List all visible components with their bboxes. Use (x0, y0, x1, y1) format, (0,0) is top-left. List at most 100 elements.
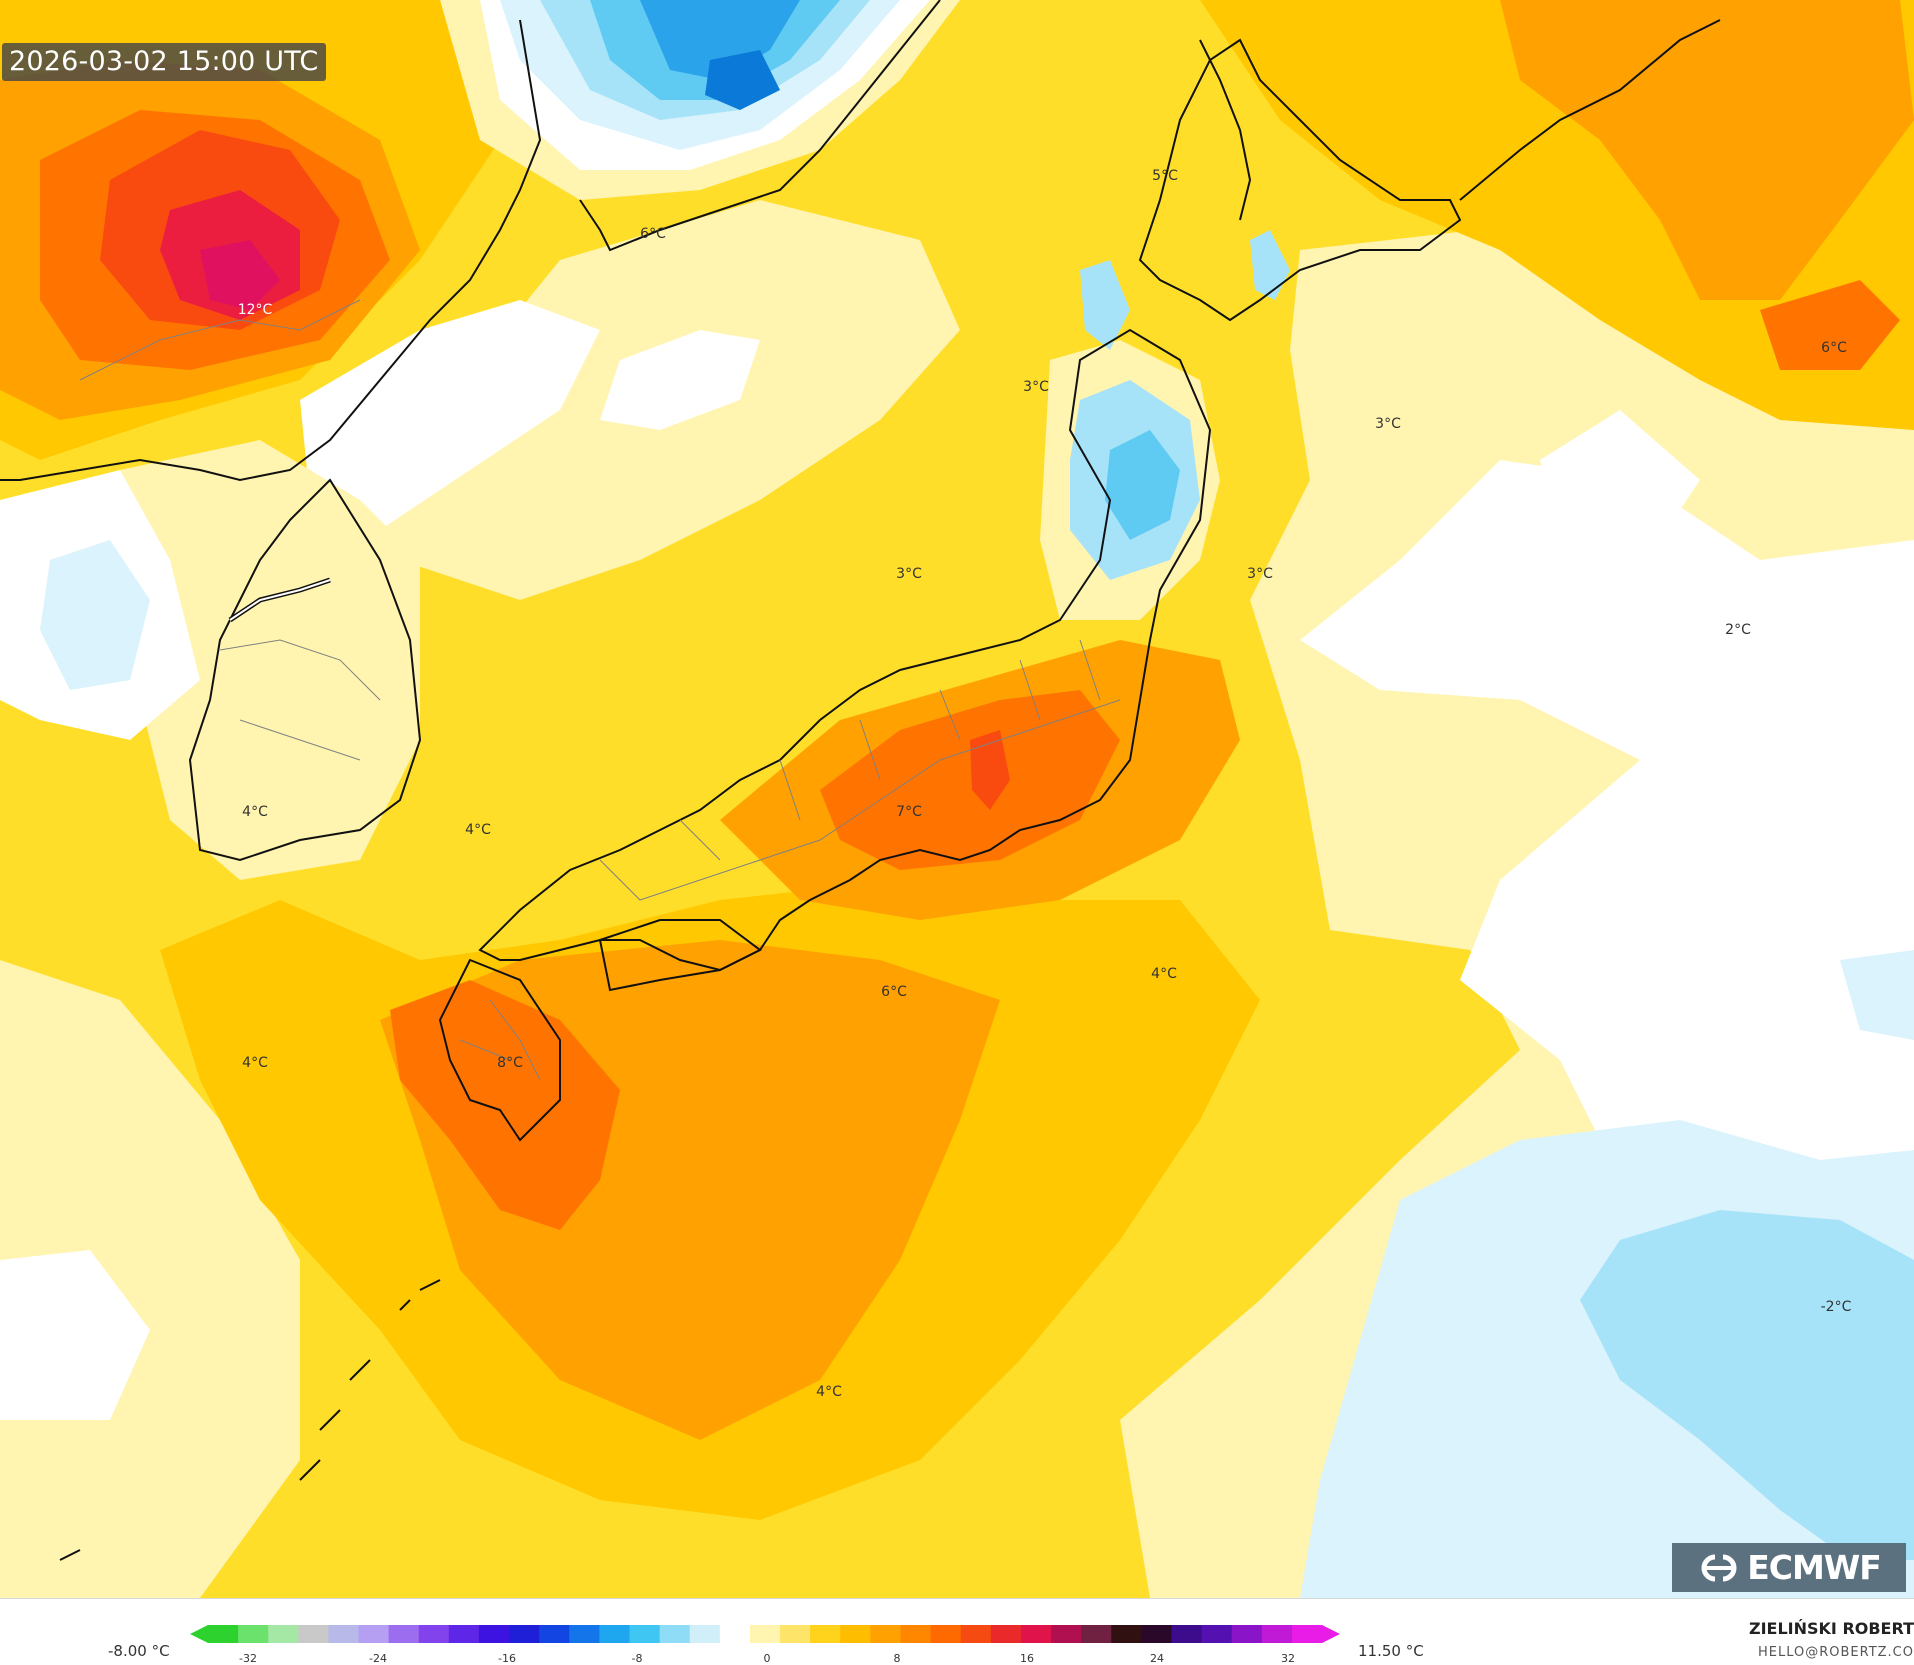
pale-blue-yellow-sea (40, 540, 150, 690)
coastline-kyushu (438, 958, 561, 1142)
colorbar-segment (358, 1625, 390, 1643)
temperature-label: 3°C (896, 566, 922, 582)
coastlines (0, 0, 1721, 1561)
legend-tick: -32 (239, 1652, 257, 1665)
temperature-label: 6°C (881, 984, 907, 1000)
cool-region-southwest (0, 960, 300, 1598)
legend-tick: 32 (1281, 1652, 1295, 1665)
light-blue-region-southeast (1580, 1210, 1914, 1560)
temperature-label: 6°C (640, 226, 666, 242)
coastline-ryukyu (59, 1279, 441, 1561)
colorbar-segment (930, 1625, 962, 1643)
colorbar (190, 1625, 1340, 1643)
colorbar-segment (840, 1625, 871, 1643)
colorbar-segment (1231, 1625, 1263, 1643)
cool-region-northeast-white (1540, 410, 1700, 540)
legend-tick: 24 (1150, 1652, 1164, 1665)
legend-tick: 8 (893, 1652, 901, 1665)
legend-tick: -8 (631, 1652, 643, 1665)
ecmwf-logo: ECMWF (1672, 1543, 1906, 1592)
temperature-label: 12°C (237, 302, 273, 318)
cool-region-korea (110, 440, 420, 880)
light-blue-region-hokkaido (1250, 230, 1290, 300)
colorbar-segment (990, 1625, 1022, 1643)
colorbar-segment (448, 1625, 480, 1643)
temperature-map[interactable]: 2026-03-02 15:00 UTC 12°C 6°C 5°C 6°C 3°… (0, 0, 1914, 1598)
coastline-russia (579, 0, 941, 252)
colorbar-segment (509, 1625, 540, 1643)
temperature-label: 4°C (1151, 966, 1177, 982)
red-orange-region-northeast (1760, 280, 1900, 370)
light-blue-region-aomori (1080, 260, 1130, 350)
legend-tick: 0 (763, 1652, 771, 1665)
white-region-sea-of-japan (300, 300, 600, 530)
colorbar-segment (418, 1625, 450, 1643)
colorbar-segment (478, 1625, 510, 1643)
colorbar-segment (810, 1625, 841, 1643)
author-credit: ZIELIŃSKI ROBERT (1748, 1619, 1914, 1638)
pale-blue-patch-southeast (1840, 950, 1914, 1040)
colorbar-segment (328, 1625, 360, 1643)
hot-core-northwest (200, 240, 280, 310)
colorbar-segment (1291, 1625, 1323, 1643)
colorbar-segment (1141, 1625, 1172, 1643)
colorbar-segment (1171, 1625, 1203, 1643)
deep-blue-region-north (705, 50, 780, 110)
colorbar-segment (900, 1625, 932, 1643)
white-region-southwest (0, 1250, 150, 1420)
colorbar-segment (749, 1625, 781, 1643)
colorbar-max-arrow (1322, 1625, 1340, 1643)
temperature-label: 4°C (816, 1384, 842, 1400)
temperature-label: 4°C (465, 822, 491, 838)
map-canvas (0, 0, 1914, 1598)
coastline-shikoku (598, 919, 762, 992)
dmz-line-inner (229, 579, 331, 621)
colorbar-segment (599, 1625, 631, 1643)
colorbar-segment (870, 1625, 901, 1643)
colorbar-segment (1020, 1625, 1052, 1643)
colorbar-segment (689, 1625, 721, 1643)
forecast-timestamp: 2026-03-02 15:00 UTC (2, 43, 327, 81)
ecmwf-logo-icon (1701, 1554, 1737, 1581)
colorbar-segment (1201, 1625, 1233, 1643)
colorbar-segment (1261, 1625, 1293, 1643)
temperature-label: 6°C (1821, 340, 1847, 356)
legend-tick: -24 (369, 1652, 387, 1665)
colorbar-segment (1111, 1625, 1142, 1643)
temperature-label: 2°C (1725, 622, 1751, 638)
coastline-kurils (1459, 19, 1721, 201)
colorbar-segment (659, 1625, 691, 1643)
temperature-label: 5°C (1152, 168, 1178, 184)
dark-orange-region-northeast (1500, 0, 1914, 300)
colorbar-segment (629, 1625, 661, 1643)
admin-borders (79, 299, 1121, 1081)
colorbar-segment (238, 1625, 269, 1643)
colorbar-segment (298, 1625, 329, 1643)
colorbar-segment (719, 1625, 751, 1643)
white-region-sea-of-japan-2 (600, 330, 760, 430)
colorbar-min-arrow (190, 1625, 208, 1643)
temperature-label: 4°C (242, 1055, 268, 1071)
coastline-sakhalin (1199, 39, 1252, 221)
temperature-label: 3°C (1375, 416, 1401, 432)
legend-max-value: 11.50 °C (1358, 1642, 1424, 1660)
sky-blue-region-tohoku (1105, 430, 1180, 540)
author-email: HELLO@ROBERTZ.CO (1757, 1645, 1914, 1660)
red-orange-region-kyushu (390, 980, 620, 1230)
colorbar-segment (388, 1625, 420, 1643)
temperature-label: 7°C (896, 804, 922, 820)
colorbar-segment (569, 1625, 600, 1643)
legend-tick: -16 (498, 1652, 516, 1665)
colorbar-segment (268, 1625, 299, 1643)
legend-min-value: -8.00 °C (108, 1642, 170, 1660)
temperature-label: 4°C (242, 804, 268, 820)
color-legend: -8.00 °C -32 -24 -16 -8 0 8 16 24 32 11.… (0, 1598, 1914, 1665)
red-orange-region-honshu (820, 690, 1120, 870)
blue-region-north (640, 0, 800, 80)
colorbar-segment (539, 1625, 570, 1643)
coastline-mainland-north (0, 19, 542, 482)
colorbar-segment (208, 1625, 239, 1643)
colorbar-segment (960, 1625, 992, 1643)
temperature-label: -2°C (1820, 1299, 1852, 1315)
colorbar-segment (1051, 1625, 1082, 1643)
